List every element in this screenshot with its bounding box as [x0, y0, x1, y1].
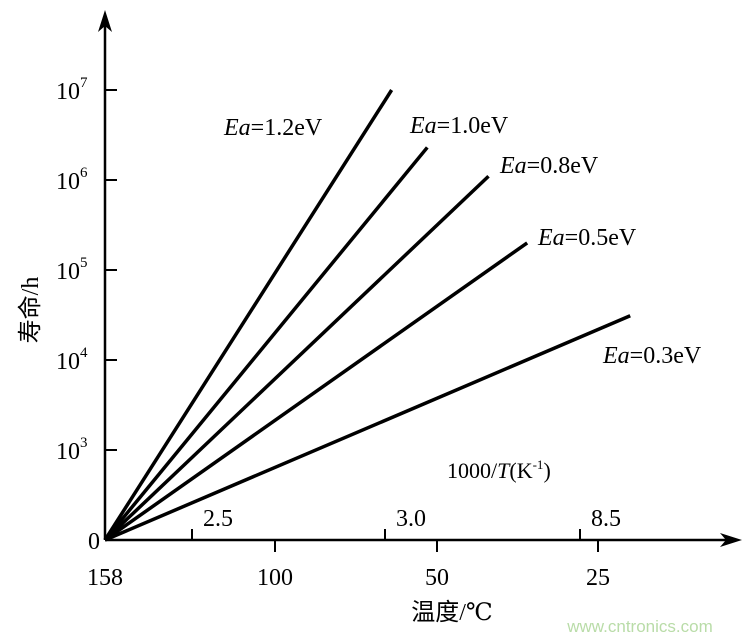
series-label: Ea=0.5eV [537, 225, 637, 251]
series-line [103, 241, 529, 542]
y-axis-label: 寿命/h [17, 277, 44, 344]
x-tick-label: 25 [586, 565, 610, 591]
x-tick-label: 100 [257, 565, 293, 591]
x-axis-label: 温度/℃ [411, 599, 493, 626]
y-tick-label: 105 [56, 255, 88, 285]
y-axis-arrow [98, 10, 112, 32]
secondary-x-tick-label: 3.0 [396, 506, 426, 532]
series-line [103, 89, 394, 541]
secondary-x-tick-label: 2.5 [203, 506, 233, 532]
secondary-x-axis-label: 1000/T(K-1) [447, 457, 551, 483]
y-tick-label: 104 [56, 345, 88, 375]
series-label: Ea=0.3eV [602, 343, 702, 369]
series-label: Ea=0.8eV [499, 153, 599, 179]
x-tick-label: 158 [87, 565, 123, 591]
y-tick-label: 107 [56, 75, 88, 105]
secondary-x-tick-label: 8.5 [591, 506, 621, 532]
series-label: Ea=1.0eV [409, 113, 509, 139]
series-line [103, 146, 429, 542]
series-line [103, 175, 490, 542]
x-axis-arrow [720, 533, 742, 547]
y-tick-label: 0 [88, 529, 100, 555]
series-line [104, 314, 631, 542]
y-tick-label: 106 [56, 165, 88, 195]
x-tick-label: 50 [425, 565, 449, 591]
watermark: www.cntronics.com [566, 617, 712, 636]
y-tick-label: 103 [56, 435, 88, 465]
series-label: Ea=1.2eV [223, 115, 323, 141]
